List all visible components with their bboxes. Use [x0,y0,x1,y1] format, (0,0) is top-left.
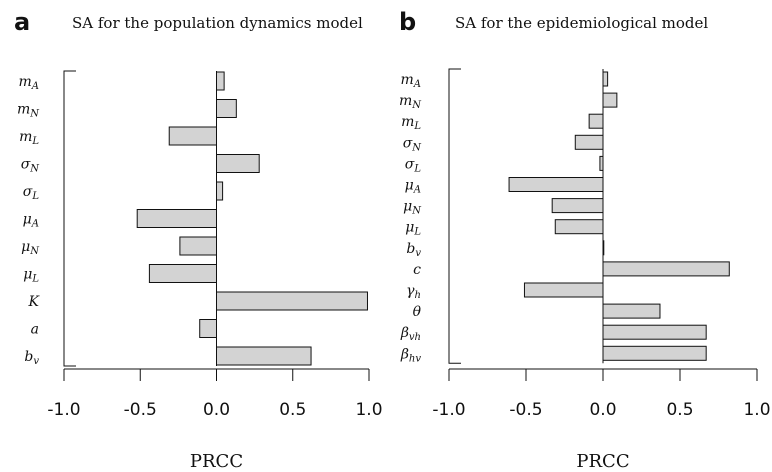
category-label: bv [24,349,39,367]
category-label: μL [405,220,421,238]
panel-letter: b [399,8,416,36]
bar [554,219,604,235]
x-tick-label: -0.5 [124,400,157,420]
category-label: μA [23,212,39,230]
bar [602,261,730,277]
x-tick-label: 0.5 [666,400,693,420]
bar [602,71,609,87]
category-label: μA [405,178,421,196]
category-label: bv [406,241,421,259]
category-label: θ [413,304,422,320]
category-label: σL [405,156,422,174]
category-label: βvh [400,325,421,343]
x-tick-label: 0.5 [279,400,306,420]
bar [602,303,661,319]
category-label: mN [17,102,40,120]
panel-title: SA for the epidemiological model [455,14,708,32]
bar [602,92,618,108]
bar [216,346,312,366]
bar [508,177,604,192]
bar [216,181,224,201]
bar [551,198,604,214]
x-axis-label: PRCC [576,451,629,472]
category-label: μL [23,267,39,285]
bar [216,154,260,173]
bar [523,282,604,298]
bar [599,155,604,171]
category-label: σN [403,135,423,153]
bar [602,345,707,361]
category-label: γh [406,283,421,301]
category-label: σL [23,184,40,202]
x-tick-label: 0.0 [589,400,616,420]
category-label: mN [399,93,422,111]
x-tick-label: -1.0 [47,400,80,420]
x-tick-label: -0.5 [509,400,542,420]
category-label: mA [18,74,39,92]
category-label: c [413,262,421,278]
panel-a: a SA for the population dynamics model mA m… [14,8,383,472]
bar [602,324,707,340]
category-label: mL [19,129,39,147]
category-label: μN [403,199,422,217]
x-tick-label: 1.0 [743,400,770,420]
category-label: mL [401,114,421,132]
category-label: μN [21,239,40,257]
bar [216,71,225,91]
x-tick-label: -1.0 [432,400,465,420]
bracket [448,68,461,364]
category-label: mA [400,72,421,90]
panel-title: SA for the population dynamics model [72,14,363,32]
x-axis-label: PRCC [190,451,243,472]
bar [136,209,217,228]
bar [216,99,237,118]
category-label: K [28,294,41,310]
bar [602,240,605,256]
bar [216,291,368,311]
bracket [63,70,76,367]
category-label: βhv [400,346,422,364]
bar [588,113,604,129]
bar [148,264,217,283]
bar [179,236,217,256]
bar [168,126,218,146]
bar [199,319,218,338]
category-label: σN [21,157,41,175]
x-tick-label: 0.0 [203,400,230,420]
x-tick-label: 1.0 [355,400,382,420]
panel-b: b SA for the epidemiological model mA mN mL σ… [399,8,771,472]
bar [574,134,604,150]
category-label: a [31,322,39,338]
panel-letter: a [14,8,30,36]
